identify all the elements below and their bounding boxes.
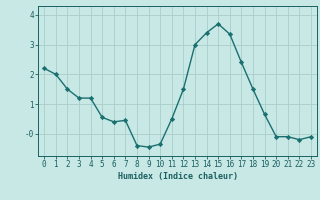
X-axis label: Humidex (Indice chaleur): Humidex (Indice chaleur) — [118, 172, 238, 181]
